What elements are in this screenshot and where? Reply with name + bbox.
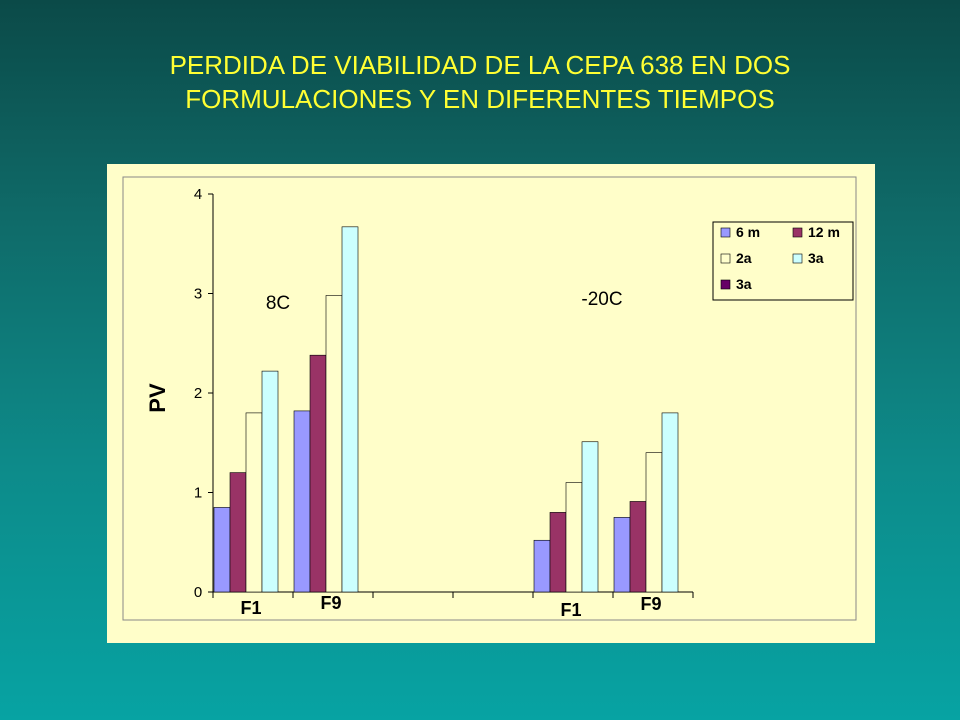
bar bbox=[325, 295, 343, 593]
bar bbox=[629, 501, 647, 593]
x-group-label: F9 bbox=[640, 594, 661, 614]
bar bbox=[229, 472, 247, 593]
legend-swatch bbox=[720, 279, 731, 290]
legend-swatch bbox=[792, 227, 803, 238]
legend-label: 2a bbox=[736, 250, 752, 266]
legend-label: 6 m bbox=[736, 224, 760, 240]
x-group-label: F1 bbox=[560, 600, 581, 620]
legend-label: 3a bbox=[736, 276, 752, 292]
slide-title: PERDIDA DE VIABILIDAD DE LA CEPA 638 EN … bbox=[40, 48, 920, 116]
legend-box bbox=[712, 221, 854, 301]
plot-area-border bbox=[122, 176, 857, 621]
bar bbox=[533, 539, 551, 593]
legend-swatch bbox=[792, 253, 803, 264]
slide-title-line-2: FORMULACIONES Y EN DIFERENTES TIEMPOS bbox=[185, 84, 775, 114]
y-tick-label: 0 bbox=[194, 584, 202, 601]
bar bbox=[613, 517, 631, 593]
y-axis-label: PV bbox=[145, 383, 170, 413]
bar bbox=[245, 412, 263, 593]
y-tick-label: 2 bbox=[194, 385, 202, 402]
x-group-label: F9 bbox=[320, 593, 341, 613]
bar bbox=[213, 507, 231, 593]
y-tick-label: 1 bbox=[194, 485, 202, 502]
bar bbox=[341, 226, 359, 593]
y-tick-label: 4 bbox=[194, 186, 202, 203]
legend-label: 3a bbox=[808, 250, 824, 266]
bar bbox=[549, 512, 567, 593]
bar bbox=[581, 441, 599, 593]
legend-swatch bbox=[720, 227, 731, 238]
bar bbox=[293, 410, 311, 593]
bar bbox=[565, 482, 583, 593]
annotation-8c: 8C bbox=[266, 293, 290, 314]
bar bbox=[661, 412, 679, 593]
legend-swatch bbox=[720, 253, 731, 264]
slide-title-line-1: PERDIDA DE VIABILIDAD DE LA CEPA 638 EN … bbox=[169, 50, 791, 80]
bar bbox=[261, 370, 279, 593]
bar bbox=[309, 354, 327, 593]
x-group-label: F1 bbox=[240, 598, 261, 618]
annotation-minus-20c: -20C bbox=[581, 289, 622, 310]
legend-label: 12 m bbox=[808, 224, 840, 240]
bar bbox=[645, 452, 663, 593]
y-tick-label: 3 bbox=[194, 286, 202, 303]
bar-chart: PV 8C -20C 0 1 2 3 4 F1 F9 F1 F9 6 m 12 m 2a 3a 3a bbox=[122, 176, 857, 621]
chart-panel: PV 8C -20C 0 1 2 3 4 F1 F9 F1 F9 6 m 12 m 2a 3a 3a bbox=[107, 164, 875, 643]
